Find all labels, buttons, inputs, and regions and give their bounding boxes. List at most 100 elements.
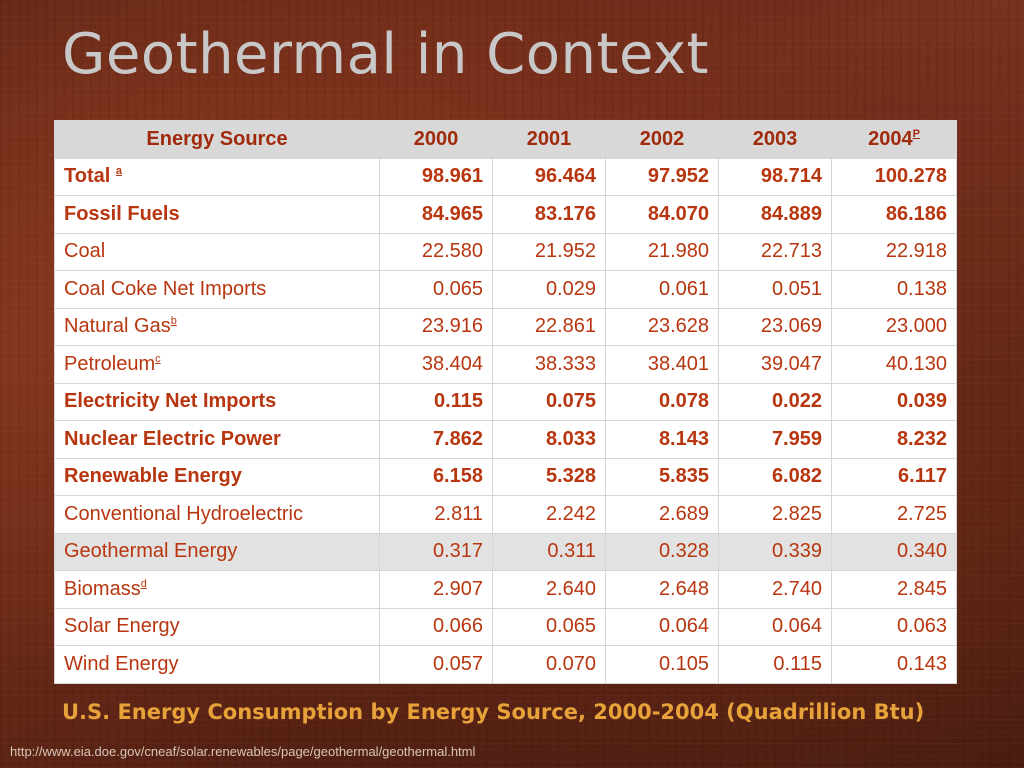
header-year: 2004P: [831, 120, 957, 159]
table-row: Conventional Hydroelectric 2.811 2.242 2.68…: [54, 495, 957, 534]
value-cell: 0.070: [492, 645, 606, 684]
energy-source-cell: Electricity Net Imports: [54, 382, 380, 421]
slide-title: Geothermal in Context: [62, 22, 710, 87]
value-cell: 5.835: [605, 457, 719, 496]
value-cell: 98.961: [379, 157, 493, 196]
energy-source-cell: Total a: [54, 157, 380, 196]
table-row: Fossil Fuels 84.965 83.176 84.070 84.889 86.1…: [54, 195, 957, 234]
value-cell: 39.047: [718, 345, 832, 384]
table-row: Petroleumc 38.404 38.333 38.401 39.047 40.130: [54, 345, 957, 384]
header-year: 2002: [605, 120, 719, 159]
energy-source-cell: Wind Energy: [54, 645, 380, 684]
value-cell: 2.648: [605, 570, 719, 609]
value-cell: 22.918: [831, 232, 957, 271]
value-cell: 0.115: [379, 382, 493, 421]
value-cell: 0.039: [831, 382, 957, 421]
value-cell: 7.959: [718, 420, 832, 459]
value-cell: 8.143: [605, 420, 719, 459]
value-cell: 8.232: [831, 420, 957, 459]
energy-source-label: Fossil Fuels: [64, 202, 180, 225]
value-cell: 7.862: [379, 420, 493, 459]
energy-source-label: Natural Gas: [64, 315, 171, 338]
value-cell: 6.158: [379, 457, 493, 496]
table-caption: U.S. Energy Consumption by Energy Source…: [62, 700, 925, 724]
table-header-row: Energy Source 2000 2001 2002 2003 2004P: [54, 120, 957, 159]
value-cell: 98.714: [718, 157, 832, 196]
value-cell: 2.825: [718, 495, 832, 534]
footnote-marker: d: [140, 577, 147, 590]
energy-source-label: Geothermal Energy: [64, 540, 238, 563]
energy-source-label: Wind Energy: [64, 652, 179, 675]
table-row: Wind Energy 0.057 0.070 0.105 0.115 0.143: [54, 645, 957, 684]
value-cell: 0.064: [605, 607, 719, 646]
value-cell: 23.000: [831, 307, 957, 346]
value-cell: 2.907: [379, 570, 493, 609]
header-label: Energy Source: [146, 127, 288, 150]
energy-source-label: Solar Energy: [64, 615, 180, 638]
energy-source-cell: Petroleumc: [54, 345, 380, 384]
energy-source-cell: Nuclear Electric Power: [54, 420, 380, 459]
value-cell: 2.242: [492, 495, 606, 534]
header-year: 2000: [379, 120, 493, 159]
value-cell: 5.328: [492, 457, 606, 496]
energy-source-cell: Coal: [54, 232, 380, 271]
table-row: Renewable Energy 6.158 5.328 5.835 6.082 6.11…: [54, 457, 957, 496]
header-year: 2001: [492, 120, 606, 159]
value-cell: 0.075: [492, 382, 606, 421]
value-cell: 0.143: [831, 645, 957, 684]
value-cell: 2.725: [831, 495, 957, 534]
table-row: Coal 22.580 21.952 21.980 22.713 22.918: [54, 232, 957, 271]
footnote-marker: P: [912, 127, 920, 140]
value-cell: 38.333: [492, 345, 606, 384]
value-cell: 0.022: [718, 382, 832, 421]
value-cell: 100.278: [831, 157, 957, 196]
value-cell: 2.845: [831, 570, 957, 609]
value-cell: 38.401: [605, 345, 719, 384]
energy-source-label: Coal Coke Net Imports: [64, 277, 267, 300]
value-cell: 0.138: [831, 270, 957, 309]
value-cell: 22.861: [492, 307, 606, 346]
footnote-marker: c: [155, 352, 161, 365]
value-cell: 2.689: [605, 495, 719, 534]
table-row: Biomassd 2.907 2.640 2.648 2.740 2.845: [54, 570, 957, 609]
value-cell: 97.952: [605, 157, 719, 196]
value-cell: 0.317: [379, 532, 493, 571]
value-cell: 22.580: [379, 232, 493, 271]
footnote-marker: b: [170, 315, 177, 328]
energy-source-cell: Renewable Energy: [54, 457, 380, 496]
energy-source-label: Petroleum: [64, 352, 156, 375]
value-cell: 2.811: [379, 495, 493, 534]
value-cell: 0.057: [379, 645, 493, 684]
energy-source-label: Nuclear Electric Power: [64, 427, 281, 450]
value-cell: 96.464: [492, 157, 606, 196]
value-cell: 84.889: [718, 195, 832, 234]
value-cell: 21.952: [492, 232, 606, 271]
value-cell: 0.066: [379, 607, 493, 646]
header-label: 2000: [413, 127, 459, 150]
header-label: 2001: [526, 127, 572, 150]
table-row: Total a 98.961 96.464 97.952 98.714 100.278: [54, 157, 957, 196]
value-cell: 0.115: [718, 645, 832, 684]
value-cell: 2.640: [492, 570, 606, 609]
value-cell: 40.130: [831, 345, 957, 384]
header-label: 2002: [639, 127, 685, 150]
energy-consumption-table: Energy Source 2000 2001 2002 2003 2004P Total…: [54, 120, 957, 684]
energy-source-label: Biomass: [64, 577, 141, 600]
energy-source-cell: Natural Gasb: [54, 307, 380, 346]
value-cell: 8.033: [492, 420, 606, 459]
value-cell: 0.105: [605, 645, 719, 684]
value-cell: 84.070: [605, 195, 719, 234]
value-cell: 2.740: [718, 570, 832, 609]
energy-source-cell: Fossil Fuels: [54, 195, 380, 234]
table-row: Natural Gasb 23.916 22.861 23.628 23.069 23.0…: [54, 307, 957, 346]
header-label: 2003: [752, 127, 798, 150]
energy-source-label: Electricity Net Imports: [64, 390, 277, 413]
energy-source-cell: Solar Energy: [54, 607, 380, 646]
source-link[interactable]: http://www.eia.doe.gov/cneaf/solar.renew…: [10, 744, 476, 759]
table-body: Total a 98.961 96.464 97.952 98.714 100.278 Fo…: [54, 157, 957, 684]
energy-source-label: Coal: [64, 240, 106, 263]
value-cell: 38.404: [379, 345, 493, 384]
value-cell: 23.916: [379, 307, 493, 346]
value-cell: 6.082: [718, 457, 832, 496]
value-cell: 0.029: [492, 270, 606, 309]
